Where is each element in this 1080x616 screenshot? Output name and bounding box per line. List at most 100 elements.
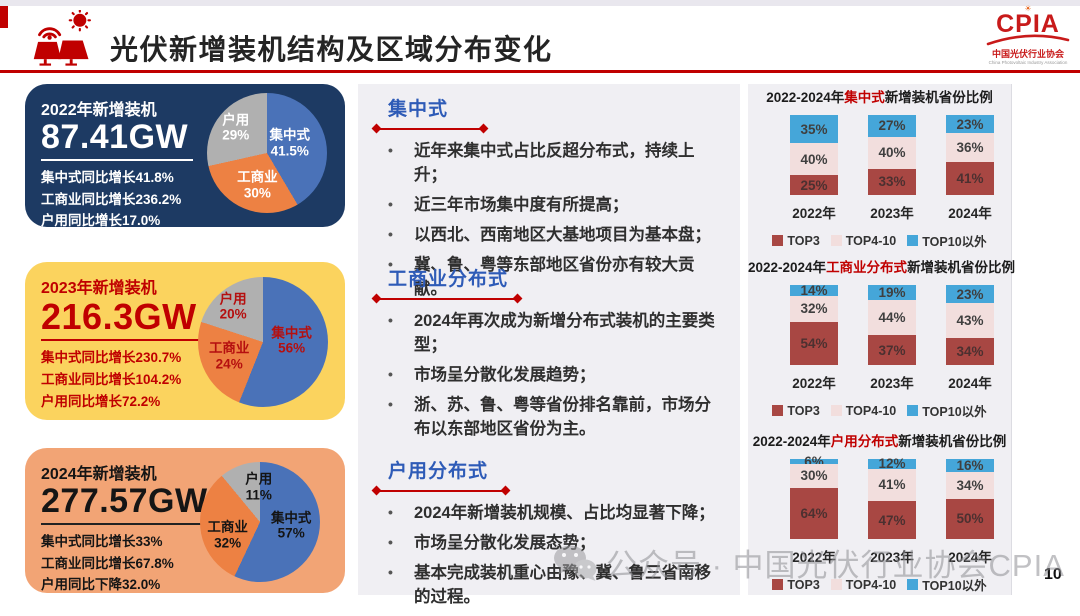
card-divider: [41, 338, 206, 341]
bar-segment-TOP3: 54%: [790, 321, 838, 365]
legend-swatch: [907, 405, 919, 416]
bar-segment-TOP10以外: 27%: [868, 115, 916, 137]
axis-label-year: 2023年: [870, 376, 914, 391]
bar-segment-TOP3: 47%: [868, 501, 916, 539]
bar-segment-TOP10以外: 12%: [868, 456, 916, 471]
bar-segment-TOP10以外: 23%: [946, 285, 994, 304]
legend-label: TOP4-10: [845, 403, 897, 418]
bar-value-label: 36%: [956, 140, 984, 156]
bullet-item: • 冀、鲁、粤等东部地区省份亦有较大贡献。: [388, 255, 695, 298]
chart-title: 2022-2024年工商业分布式新增装机省份比例: [748, 260, 1016, 275]
bar-value-label: 27%: [878, 118, 906, 134]
bar-value-label: 14%: [800, 283, 828, 299]
section-heading: 集中式: [388, 99, 449, 120]
bar-chart-panel: 2022-2024年集中式新增装机省份比例 35% 40% 25% 27% 40% 33%…: [748, 84, 1016, 595]
legend-label: TOP10以外: [922, 235, 987, 249]
bar-value-label: 16%: [956, 457, 984, 473]
card-stat: 集中式同比增长230.7%: [41, 349, 182, 365]
bar-value-label: 30%: [800, 468, 828, 484]
summary-card-2023: 2023年新增装机 216.3GW 集中式同比增长230.7% 工商业同比增长1…: [25, 262, 345, 420]
axis-label-year: 2022年: [792, 206, 836, 221]
bar-segment-TOP3: 37%: [868, 335, 916, 365]
card-divider: [41, 158, 193, 161]
card-stat: 户用同比增长72.2%: [41, 393, 161, 409]
bar-value-label: 50%: [956, 511, 984, 527]
bar-value-label: 44%: [878, 310, 906, 326]
legend-swatch: [772, 235, 784, 246]
logo-org-name: 中国光伏行业协会: [991, 49, 1064, 59]
pie-label-gongshangye: 工商业 24%: [208, 340, 250, 372]
card-value: 216.3GW: [41, 296, 197, 337]
legend-item-TOP10以外: TOP10以外: [907, 575, 987, 594]
axis-label-year: 2022年: [792, 550, 836, 565]
legend-swatch: [830, 405, 842, 416]
stacked-bar-2022年: 6% 30% 64%: [790, 454, 838, 539]
legend-item-TOP4-10: TOP4-10: [830, 231, 897, 250]
legend-swatch: [830, 235, 842, 246]
axis-label-year: 2024年: [948, 206, 992, 221]
bar-value-label: 47%: [878, 512, 906, 528]
solar-panel-icon: [33, 10, 91, 66]
pie-label-huyong: 户用 29%: [222, 112, 250, 143]
card-stat: 集中式同比增长41.8%: [41, 169, 174, 185]
legend-swatch: [772, 579, 784, 590]
legend-label: TOP3: [787, 233, 820, 248]
card-stat: 工商业同比增长236.2%: [41, 191, 182, 207]
bar-value-label: 37%: [878, 342, 906, 358]
card-stat: 户用同比增长17.0%: [41, 213, 161, 229]
legend-label: TOP10以外: [922, 579, 987, 593]
bar-segment-TOP4-10: 40%: [790, 143, 838, 175]
bar-value-label: 41%: [878, 477, 906, 493]
card-divider: [41, 522, 213, 525]
pie-chart-2022: 集中式 41.5% 工商业 30% 户用 29%: [207, 93, 327, 213]
heading-underline: [376, 490, 506, 492]
bullet-item: • 市场呈分散化发展态势；: [388, 533, 596, 552]
bar-value-label: 35%: [800, 121, 828, 137]
chart-title: 2022-2024年集中式新增装机省份比例: [766, 90, 993, 105]
bar-value-label: 41%: [956, 171, 984, 187]
legend-item-TOP4-10: TOP4-10: [830, 401, 897, 420]
bar-value-label: 19%: [878, 285, 906, 301]
summary-card-2022: 2022年新增装机 87.41GW 集中式同比增长41.8% 工商业同比增长23…: [25, 84, 345, 228]
pie-label-huyong: 户用 11%: [245, 471, 273, 503]
stacked-bar-2023年: 19% 44% 37%: [868, 285, 916, 365]
legend-swatch: [830, 579, 842, 590]
card-title: 2024年新增装机: [41, 466, 157, 483]
legend-label: TOP4-10: [845, 233, 897, 248]
stacked-bar-2024年: 16% 34% 50%: [946, 457, 994, 539]
bar-segment-TOP4-10: 40%: [868, 136, 916, 169]
section-jizhongshi: 集中式 • 近年来集中式占比反超分布式，持续上升； • 近三年市场集中度有所提高； …: [358, 94, 740, 308]
stacked-bar-2024年: 23% 36% 41%: [946, 115, 994, 195]
bar-segment-TOP3: 33%: [868, 168, 916, 195]
section-gongshangye: 工商业分布式 • 2024年再次成为新增分布式装机的主要类型； • 市场呈分散化发展…: [358, 264, 740, 448]
legend-label: TOP3: [787, 403, 820, 418]
logo-sun-icon: ☀: [1024, 4, 1032, 13]
bar-value-label: 54%: [800, 335, 828, 351]
card-value: 277.57GW: [41, 482, 208, 520]
bar-value-label: 32%: [800, 301, 828, 317]
logo-swoosh: [986, 34, 1070, 46]
bar-value-label: 43%: [956, 313, 984, 329]
page-title: 光伏新增装机结构及区域分布变化: [110, 34, 553, 65]
pie-label-jizhongshi: 集中式 56%: [271, 325, 312, 356]
axis-label-year: 2022年: [792, 376, 836, 391]
bar-value-label: 40%: [878, 145, 906, 161]
bar-value-label: 40%: [800, 151, 828, 167]
bar-value-label: 23%: [956, 116, 984, 132]
bar-segment-TOP4-10: 44%: [868, 300, 916, 336]
legend-item-TOP3: TOP3: [772, 575, 820, 594]
bar-value-label: 34%: [956, 477, 984, 493]
bar-segment-TOP10以外: 35%: [790, 115, 838, 143]
legend-label: TOP4-10: [845, 577, 897, 592]
legend-item-TOP3: TOP3: [772, 231, 820, 250]
page-number: 10: [1044, 566, 1062, 583]
bullet-item: • 2024年新增装机规模、占比均显著下降；: [388, 504, 715, 522]
bar-segment-TOP10以外: 16%: [946, 457, 994, 473]
legend-swatch: [907, 579, 919, 590]
section-huyong: 户用分布式 • 2024年新增装机规模、占比均显著下降； • 市场呈分散化发展态势；…: [358, 456, 740, 616]
bar-segment-TOP4-10: 43%: [946, 303, 994, 338]
bar-segment-TOP3: 34%: [946, 337, 994, 365]
legend-swatch: [772, 405, 784, 416]
card-stat: 集中式同比增长33%: [41, 533, 163, 549]
legend-label: TOP10以外: [922, 405, 987, 419]
